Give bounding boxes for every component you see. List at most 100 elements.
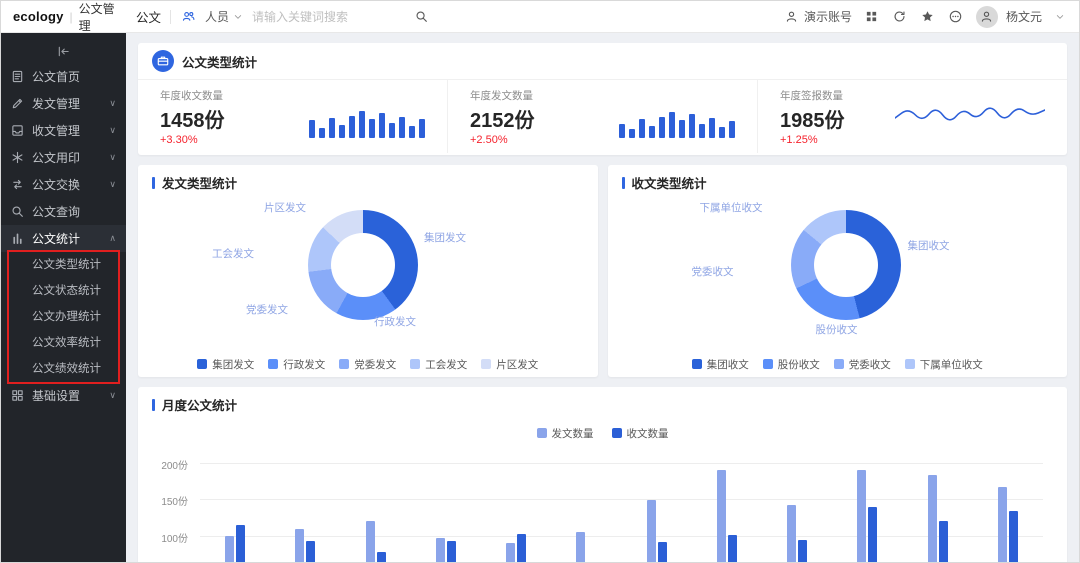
person-type-select[interactable]: 人员 bbox=[205, 8, 243, 25]
search-icon[interactable] bbox=[413, 9, 429, 25]
mini-chart-0 bbox=[309, 96, 425, 138]
legend-item[interactable]: 发文数量 bbox=[536, 426, 594, 441]
bar[interactable] bbox=[236, 525, 246, 562]
bar[interactable] bbox=[435, 538, 445, 562]
stat-delta: +1.25% bbox=[780, 133, 818, 146]
brand: ecology | 公文管理 bbox=[1, 1, 126, 34]
legend-swatch bbox=[268, 359, 279, 369]
legend-item[interactable]: 工会发文 bbox=[410, 357, 467, 372]
donut-callout-label: 工会发文 bbox=[212, 248, 254, 260]
chevron-down-icon: ∨ bbox=[109, 98, 116, 108]
outgoing-card-title: 发文类型统计 bbox=[162, 177, 238, 191]
demo-account[interactable]: 演示账号 bbox=[784, 8, 852, 25]
bar[interactable] bbox=[646, 499, 656, 562]
sidebar-item-0[interactable]: 公文首页 bbox=[1, 63, 126, 90]
bar[interactable] bbox=[295, 528, 305, 562]
bar[interactable] bbox=[306, 541, 316, 562]
star-icon[interactable] bbox=[920, 9, 936, 25]
submenu-item-2[interactable]: 公文办理统计 bbox=[32, 311, 101, 323]
legend-item[interactable]: 集团发文 bbox=[197, 357, 254, 372]
user-chevron-down-icon[interactable] bbox=[1054, 11, 1065, 22]
sidebar-footer: 基础设置 ∨ bbox=[1, 382, 126, 409]
bar[interactable] bbox=[857, 470, 867, 562]
legend-swatch bbox=[611, 428, 622, 438]
collapse-sidebar-icon[interactable] bbox=[56, 43, 72, 59]
legend-swatch bbox=[762, 359, 773, 369]
legend-item[interactable]: 党委收文 bbox=[833, 357, 891, 372]
sidebar-item-6[interactable]: 公文统计 ∧ bbox=[1, 225, 126, 252]
bar[interactable] bbox=[927, 475, 937, 562]
plot-area bbox=[200, 452, 1043, 562]
bar[interactable] bbox=[1008, 510, 1018, 562]
bar[interactable] bbox=[938, 521, 948, 562]
sidebar-item-1[interactable]: 发文管理 ∨ bbox=[1, 90, 126, 117]
bar[interactable] bbox=[798, 539, 808, 562]
sidebar-item-settings[interactable]: 基础设置 ∨ bbox=[1, 382, 126, 409]
sidebar-item-2[interactable]: 收文管理 ∨ bbox=[1, 117, 126, 144]
bar[interactable] bbox=[225, 536, 235, 562]
sidebar-item-label: 公文用印 bbox=[32, 151, 81, 165]
bar[interactable] bbox=[727, 534, 737, 562]
username[interactable]: 杨文元 bbox=[1005, 10, 1042, 24]
chart-icon bbox=[11, 232, 25, 246]
sidebar-item-3[interactable]: 公文用印 ∨ bbox=[1, 144, 126, 171]
legend-item[interactable]: 下属单位收文 bbox=[904, 357, 983, 372]
gridline bbox=[200, 536, 1043, 537]
mini-bar bbox=[719, 126, 725, 138]
briefcase-icon bbox=[152, 50, 174, 72]
bar[interactable] bbox=[506, 543, 516, 562]
submenu-item-4[interactable]: 公文绩效统计 bbox=[32, 363, 101, 375]
bar[interactable] bbox=[787, 504, 797, 562]
mini-bar bbox=[709, 117, 715, 138]
sync-icon[interactable] bbox=[892, 9, 908, 25]
ecology-logo: ecology bbox=[13, 9, 64, 24]
bar[interactable] bbox=[657, 541, 667, 562]
sidebar-item-label: 发文管理 bbox=[32, 97, 81, 111]
legend-item[interactable]: 股份收文 bbox=[762, 357, 820, 372]
mini-bar bbox=[369, 118, 375, 138]
bar[interactable] bbox=[365, 521, 375, 562]
outgoing-donut-area: 片区发文 工会发文 党委发文 行政发文 集团发文 bbox=[138, 200, 598, 350]
sidebar-item-5[interactable]: 公文查询 bbox=[1, 198, 126, 225]
submenu-item-0[interactable]: 公文类型统计 bbox=[32, 259, 101, 271]
people-icon[interactable] bbox=[180, 9, 196, 25]
bar[interactable] bbox=[716, 470, 726, 562]
submenu-item-3[interactable]: 公文效率统计 bbox=[32, 337, 101, 349]
avatar[interactable] bbox=[975, 5, 998, 28]
legend-swatch bbox=[904, 359, 915, 369]
apps-grid-icon[interactable] bbox=[864, 9, 880, 25]
app-title: 公文管理 bbox=[78, 1, 115, 33]
submenu-item-1[interactable]: 公文状态统计 bbox=[32, 285, 101, 297]
sidebar-item-4[interactable]: 公文交换 ∨ bbox=[1, 171, 126, 198]
chevron-down-icon: ∨ bbox=[109, 152, 116, 162]
bar[interactable] bbox=[517, 533, 527, 562]
bar-group-9 bbox=[787, 504, 808, 562]
legend-item[interactable]: 党委发文 bbox=[339, 357, 396, 372]
bar-group-10 bbox=[857, 470, 878, 562]
tab-gongwen[interactable]: 公文 bbox=[136, 11, 162, 25]
bar-group-3 bbox=[365, 521, 386, 562]
donut-chart[interactable] bbox=[308, 210, 418, 320]
mini-bar bbox=[679, 119, 685, 138]
title-accent-bar bbox=[152, 176, 155, 189]
more-icon[interactable] bbox=[948, 9, 964, 25]
bar[interactable] bbox=[446, 541, 456, 562]
stat-block-2: 年度签报数量 1985份 +1.25% bbox=[757, 80, 1067, 153]
donut-callout-label: 集团收文 bbox=[907, 240, 950, 252]
main-content: 公文类型统计 年度收文数量 1458份 +3.30% 年度发文数量 2152份 +2.50… bbox=[126, 33, 1079, 562]
legend-item[interactable]: 集团收文 bbox=[691, 357, 749, 372]
search-input[interactable] bbox=[252, 9, 405, 24]
stat-value: 2152份 bbox=[470, 109, 535, 132]
mini-bar bbox=[669, 111, 675, 138]
legend-item[interactable]: 收文数量 bbox=[611, 426, 669, 441]
donut-chart[interactable] bbox=[790, 210, 901, 320]
topbar-search-area: 公文 人员 bbox=[136, 7, 784, 26]
bar[interactable] bbox=[868, 506, 878, 562]
mini-chart-1 bbox=[619, 96, 735, 138]
bar[interactable] bbox=[376, 552, 386, 562]
bar[interactable] bbox=[576, 532, 586, 562]
legend-item[interactable]: 片区发文 bbox=[481, 357, 538, 372]
bar[interactable] bbox=[997, 487, 1007, 562]
legend-item[interactable]: 行政发文 bbox=[268, 357, 325, 372]
